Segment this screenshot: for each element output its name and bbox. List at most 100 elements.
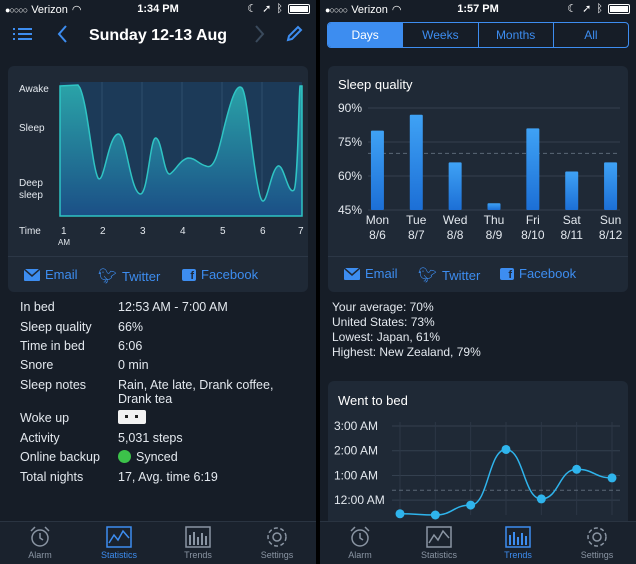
segment-weeks[interactable]: Weeks <box>403 23 479 47</box>
x-date-label: 8/11 <box>560 228 583 242</box>
trends-icon <box>185 526 211 548</box>
data-point <box>395 509 405 519</box>
detail-label: In bed <box>20 300 55 314</box>
detail-value: 5,031 steps <box>118 431 183 445</box>
data-point <box>430 510 440 520</box>
sleep-graph-card: Awake Sleep Deep sleep Time 1 AM 2 3 4 5… <box>8 66 308 292</box>
detail-label: Sleep quality <box>20 320 92 334</box>
x-day-label: Mon <box>366 213 389 227</box>
tab-settings[interactable]: Settings <box>562 524 632 560</box>
tab-alarm[interactable]: Alarm <box>325 524 395 560</box>
detail-value: 17, Avg. time 6:19 <box>118 470 218 484</box>
facebook-icon: f <box>500 267 514 281</box>
carrier: Verizon <box>31 3 68 16</box>
share-twitter-button[interactable]: 🐦︎ Twitter <box>98 267 160 285</box>
x-day-label: Wed <box>443 213 467 227</box>
detail-label: Woke up <box>20 411 70 425</box>
battery-icon <box>288 3 310 14</box>
tab-label: Statistics <box>100 550 137 560</box>
bluetooth-icon: ᛒ <box>276 2 283 15</box>
tab-statistics[interactable]: Statistics <box>404 524 474 560</box>
chart-title: Sleep quality <box>338 77 413 92</box>
x-label: 5 <box>220 226 226 237</box>
tab-bar: Alarm Statistics Trends Settings <box>0 521 316 564</box>
data-point <box>466 500 476 510</box>
segment-days[interactable]: Days <box>328 23 404 47</box>
bar <box>604 162 618 210</box>
location-icon: ➚ <box>262 3 272 15</box>
tab-statistics[interactable]: Statistics <box>84 524 154 560</box>
bar <box>448 162 462 210</box>
detail-value: 66% <box>118 320 144 334</box>
y-tick-label: 45% <box>338 203 362 217</box>
share-twitter-button[interactable]: 🐦︎ Twitter <box>418 266 480 284</box>
wifi-icon: ◠ <box>71 4 82 16</box>
data-point <box>572 464 582 474</box>
bar <box>487 203 501 210</box>
detail-label: Total nights <box>20 470 84 484</box>
label-awake: Awake <box>19 84 49 95</box>
average-line: Your average: 70% <box>332 300 434 314</box>
segment-all[interactable]: All <box>584 28 598 42</box>
label-sleep: Sleep <box>19 123 45 134</box>
average-line: Lowest: Japan, 61% <box>332 330 441 344</box>
status-bar: ●○○○○ Verizon ◠ 1:34 PM ☾ ➚ ᛒ <box>0 0 316 18</box>
detail-value: Synced <box>136 450 178 464</box>
bluetooth-icon: ᛒ <box>596 2 603 15</box>
detail-label: Snore <box>20 358 54 372</box>
detail-label: Activity <box>20 431 60 445</box>
status-bar: ●○○○○ Verizon ◠ 1:57 PM ☾ ➚ ᛒ <box>320 0 636 18</box>
detail-value: Drank tea <box>118 392 173 406</box>
label-deep-sleep-line1: Deep <box>19 178 43 189</box>
bar <box>565 171 579 210</box>
detail-value: Rain, Ate late, Drank coffee, <box>118 378 274 392</box>
mail-icon <box>344 267 360 280</box>
x-day-label: Thu <box>484 213 505 227</box>
tab-trends[interactable]: Trends <box>483 524 553 560</box>
period-segmented-control: Days Weeks Months All <box>327 22 629 48</box>
x-label: 4 <box>180 226 186 237</box>
list-icon[interactable] <box>12 23 34 51</box>
label-deep-sleep-line2: sleep <box>19 190 43 201</box>
went-to-bed-chart: 3:00 AM 2:00 AM 1:00 AM 12:00 AM <box>334 419 620 520</box>
segment-months[interactable]: Months <box>479 23 554 47</box>
divider <box>328 256 628 257</box>
share-facebook-button[interactable]: f Facebook <box>182 267 258 282</box>
header: Sunday 12-13 Aug <box>0 20 316 52</box>
x-date-label: 8/6 <box>369 228 386 242</box>
share-email-button[interactable]: Email <box>344 266 398 281</box>
x-date-label: 8/9 <box>486 228 503 242</box>
x-label: 3 <box>140 226 146 237</box>
share-facebook-button[interactable]: f Facebook <box>500 266 576 281</box>
average-line: United States: 73% <box>332 315 435 329</box>
tab-label: Alarm <box>28 550 52 560</box>
chevron-right-icon[interactable] <box>252 23 266 51</box>
clock: 1:57 PM <box>457 3 499 15</box>
wifi-icon: ◠ <box>391 4 402 16</box>
signal-icon: ●○○○○ <box>325 4 348 15</box>
share-email-button[interactable]: Email <box>24 267 78 282</box>
x-label: 1 <box>61 226 67 237</box>
tab-settings[interactable]: Settings <box>242 524 312 560</box>
battery-icon <box>608 3 630 14</box>
tab-label: Settings <box>580 550 614 560</box>
x-day-label: Sat <box>563 213 582 227</box>
detail-value: 6:06 <box>118 339 143 353</box>
trends-icon <box>505 526 531 548</box>
x-date-label: 8/8 <box>447 228 464 242</box>
share-twitter-label: Twitter <box>122 268 161 284</box>
detail-label: Online backup <box>20 450 100 464</box>
mail-icon <box>24 268 40 281</box>
edit-icon[interactable] <box>284 23 304 51</box>
tab-trends[interactable]: Trends <box>163 524 233 560</box>
chevron-left-icon[interactable] <box>56 23 70 51</box>
hypnogram: Awake Sleep Deep sleep Time 1 AM 2 3 4 5… <box>19 82 304 247</box>
facebook-icon: f <box>182 268 196 282</box>
tab-alarm[interactable]: Alarm <box>5 524 75 560</box>
chart-title: Went to bed <box>338 393 408 408</box>
detail-label: Time in bed <box>20 339 85 353</box>
x-axis-labels: 1 AM 2 3 4 5 6 7 <box>58 226 304 247</box>
share-email-label: Email <box>365 266 398 281</box>
share-twitter-label: Twitter <box>442 267 481 283</box>
right-screen: ●○○○○ Verizon ◠ 1:57 PM ☾ ➚ ᛒ Days Weeks Mon… <box>320 0 636 564</box>
